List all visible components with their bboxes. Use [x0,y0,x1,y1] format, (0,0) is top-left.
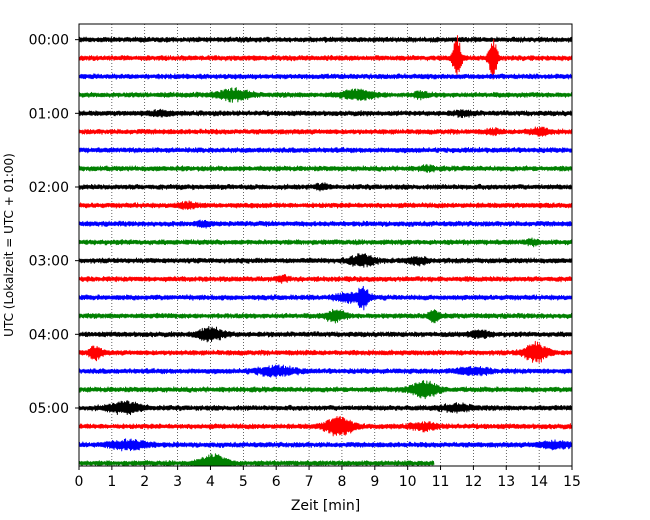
x-tick-label: 3 [173,474,182,490]
x-tick-label: 8 [337,474,346,490]
trace-0415 [78,340,573,363]
x-tick-label: 2 [140,474,149,490]
trace-0115 [78,126,573,137]
x-tick-label: 14 [530,474,548,490]
x-axis-label: Zeit [min] [291,498,360,514]
y-axis: 00:00 01:00 02:00 03:00 04:00 05:00 [29,33,79,417]
trace-0215 [78,200,573,211]
trace-0500 [78,400,573,416]
x-tick-label: 12 [464,474,482,490]
y-tick-label: 03:00 [29,254,69,270]
y-tick-label: 05:00 [29,401,69,417]
x-tick-label: 6 [272,474,281,490]
trace-0300 [78,253,573,268]
trace-0145 [78,163,573,173]
x-tick-label: 0 [75,474,84,490]
trace-0045 [78,87,573,103]
trace-0030 [78,73,573,80]
trace-0130 [78,146,573,154]
trace-0445 [78,380,573,400]
plot-frame [78,23,573,467]
y-tick-label: 01:00 [29,106,69,122]
x-tick-label: 10 [399,474,417,490]
trace-0315 [78,274,573,284]
trace-0515 [78,416,573,437]
x-tick-label: 13 [497,474,515,490]
trace-0100 [78,108,573,119]
x-axis: 0 1 2 3 4 5 6 7 8 9 10 11 12 13 14 15 [75,466,581,490]
trace-0245 [78,237,573,248]
trace-0430 [78,364,573,378]
y-tick-label: 00:00 [29,33,69,49]
y-tick-label: 04:00 [29,327,69,343]
x-tick-label: 9 [370,474,379,490]
trace-group [78,35,573,467]
y-axis-label: UTC (Lokalzeit = UTC + 01:00) [2,153,16,337]
x-tick-label: 11 [432,474,450,490]
x-tick-label: 15 [563,474,581,490]
trace-0530 [78,438,573,452]
trace-0345 [78,308,573,324]
x-tick-label: 5 [239,474,248,490]
trace-0330 [78,285,573,311]
trace-0400 [78,325,573,343]
trace-0230 [78,219,573,229]
trace-0015 [78,35,573,80]
trace-0200 [78,182,573,192]
x-tick-label: 7 [305,474,314,490]
x-tick-label: 4 [206,474,215,490]
x-tick-label: 1 [107,474,116,490]
y-tick-label: 02:00 [29,180,69,196]
trace-0000 [78,36,573,43]
trace-0545 [78,453,435,467]
